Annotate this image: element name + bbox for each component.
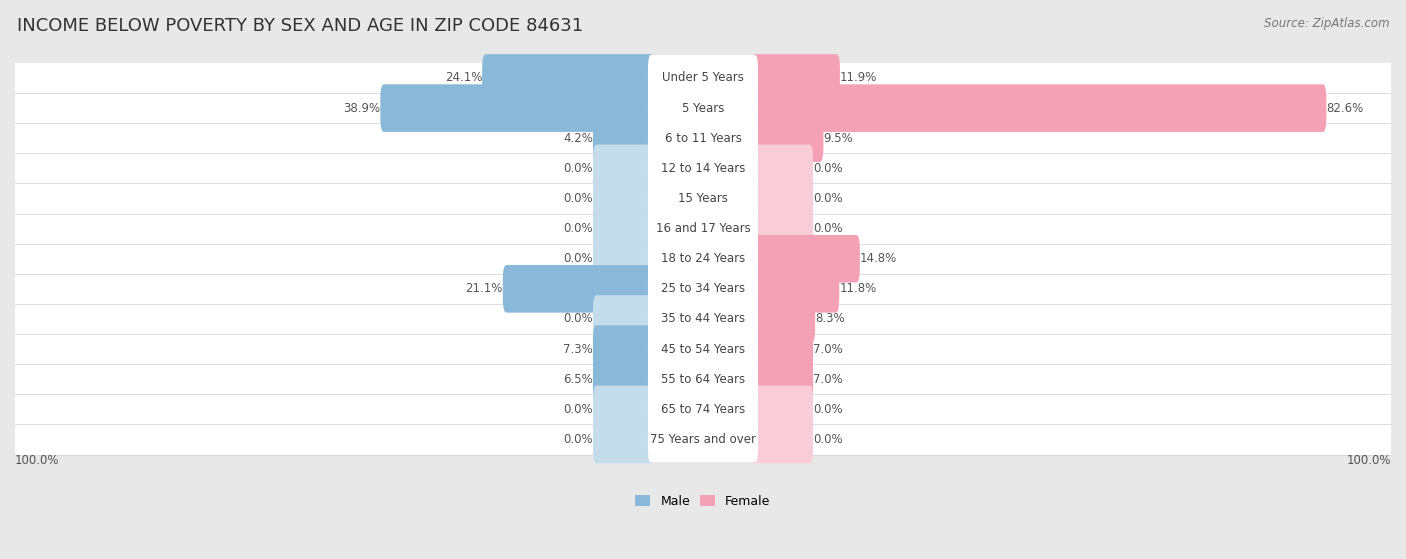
Text: 100.0%: 100.0% <box>15 454 59 467</box>
Text: 8.3%: 8.3% <box>815 312 845 325</box>
FancyBboxPatch shape <box>648 416 758 463</box>
Text: 6.5%: 6.5% <box>564 373 593 386</box>
Text: 0.0%: 0.0% <box>813 192 842 205</box>
Text: 7.0%: 7.0% <box>813 373 842 386</box>
FancyBboxPatch shape <box>1 153 1405 183</box>
FancyBboxPatch shape <box>482 54 655 102</box>
Text: 0.0%: 0.0% <box>564 403 593 416</box>
FancyBboxPatch shape <box>648 84 758 132</box>
FancyBboxPatch shape <box>648 115 758 162</box>
FancyBboxPatch shape <box>593 205 655 253</box>
FancyBboxPatch shape <box>751 174 813 222</box>
FancyBboxPatch shape <box>751 325 813 373</box>
Text: 25 to 34 Years: 25 to 34 Years <box>661 282 745 295</box>
Text: 7.0%: 7.0% <box>813 343 842 356</box>
FancyBboxPatch shape <box>751 115 824 162</box>
FancyBboxPatch shape <box>593 145 655 192</box>
FancyBboxPatch shape <box>1 93 1405 123</box>
FancyBboxPatch shape <box>381 84 655 132</box>
FancyBboxPatch shape <box>648 386 758 433</box>
Text: 15 Years: 15 Years <box>678 192 728 205</box>
FancyBboxPatch shape <box>751 295 815 343</box>
Text: 16 and 17 Years: 16 and 17 Years <box>655 222 751 235</box>
Text: 0.0%: 0.0% <box>564 312 593 325</box>
Text: 0.0%: 0.0% <box>564 252 593 265</box>
FancyBboxPatch shape <box>648 325 758 373</box>
Text: 6 to 11 Years: 6 to 11 Years <box>665 132 741 145</box>
Text: 11.9%: 11.9% <box>839 72 877 84</box>
FancyBboxPatch shape <box>503 265 655 312</box>
FancyBboxPatch shape <box>1 214 1405 244</box>
FancyBboxPatch shape <box>648 235 758 282</box>
Text: 38.9%: 38.9% <box>343 102 381 115</box>
Text: 35 to 44 Years: 35 to 44 Years <box>661 312 745 325</box>
FancyBboxPatch shape <box>751 205 813 253</box>
Text: 0.0%: 0.0% <box>813 403 842 416</box>
FancyBboxPatch shape <box>593 235 655 282</box>
FancyBboxPatch shape <box>593 115 655 162</box>
FancyBboxPatch shape <box>1 183 1405 214</box>
FancyBboxPatch shape <box>648 205 758 253</box>
FancyBboxPatch shape <box>1 424 1405 454</box>
Legend: Male, Female: Male, Female <box>630 490 776 513</box>
Text: 0.0%: 0.0% <box>813 222 842 235</box>
FancyBboxPatch shape <box>751 54 839 102</box>
FancyBboxPatch shape <box>751 356 813 403</box>
Text: Source: ZipAtlas.com: Source: ZipAtlas.com <box>1264 17 1389 30</box>
FancyBboxPatch shape <box>1 123 1405 153</box>
FancyBboxPatch shape <box>593 174 655 222</box>
FancyBboxPatch shape <box>751 235 860 282</box>
FancyBboxPatch shape <box>648 174 758 222</box>
FancyBboxPatch shape <box>1 274 1405 304</box>
FancyBboxPatch shape <box>1 364 1405 394</box>
Text: 0.0%: 0.0% <box>564 162 593 175</box>
Text: 9.5%: 9.5% <box>824 132 853 145</box>
Text: INCOME BELOW POVERTY BY SEX AND AGE IN ZIP CODE 84631: INCOME BELOW POVERTY BY SEX AND AGE IN Z… <box>17 17 583 35</box>
Text: 12 to 14 Years: 12 to 14 Years <box>661 162 745 175</box>
FancyBboxPatch shape <box>751 145 813 192</box>
FancyBboxPatch shape <box>1 334 1405 364</box>
Text: 5 Years: 5 Years <box>682 102 724 115</box>
Text: 100.0%: 100.0% <box>1347 454 1391 467</box>
Text: 0.0%: 0.0% <box>564 222 593 235</box>
Text: 11.8%: 11.8% <box>839 282 876 295</box>
FancyBboxPatch shape <box>648 54 758 102</box>
Text: 0.0%: 0.0% <box>564 433 593 446</box>
Text: 4.2%: 4.2% <box>562 132 593 145</box>
Text: 14.8%: 14.8% <box>860 252 897 265</box>
Text: 75 Years and over: 75 Years and over <box>650 433 756 446</box>
Text: 18 to 24 Years: 18 to 24 Years <box>661 252 745 265</box>
FancyBboxPatch shape <box>593 386 655 433</box>
Text: 24.1%: 24.1% <box>444 72 482 84</box>
FancyBboxPatch shape <box>648 265 758 312</box>
FancyBboxPatch shape <box>751 265 839 312</box>
Text: 0.0%: 0.0% <box>564 192 593 205</box>
FancyBboxPatch shape <box>751 416 813 463</box>
Text: 7.3%: 7.3% <box>564 343 593 356</box>
FancyBboxPatch shape <box>751 386 813 433</box>
FancyBboxPatch shape <box>751 84 1326 132</box>
FancyBboxPatch shape <box>648 356 758 403</box>
Text: 55 to 64 Years: 55 to 64 Years <box>661 373 745 386</box>
Text: 65 to 74 Years: 65 to 74 Years <box>661 403 745 416</box>
Text: 21.1%: 21.1% <box>465 282 503 295</box>
Text: 82.6%: 82.6% <box>1326 102 1364 115</box>
FancyBboxPatch shape <box>648 295 758 343</box>
FancyBboxPatch shape <box>1 394 1405 424</box>
FancyBboxPatch shape <box>1 304 1405 334</box>
Text: 0.0%: 0.0% <box>813 433 842 446</box>
FancyBboxPatch shape <box>593 416 655 463</box>
Text: 45 to 54 Years: 45 to 54 Years <box>661 343 745 356</box>
FancyBboxPatch shape <box>1 244 1405 274</box>
FancyBboxPatch shape <box>593 325 655 373</box>
FancyBboxPatch shape <box>593 356 655 403</box>
Text: Under 5 Years: Under 5 Years <box>662 72 744 84</box>
FancyBboxPatch shape <box>648 145 758 192</box>
FancyBboxPatch shape <box>1 63 1405 93</box>
Text: 0.0%: 0.0% <box>813 162 842 175</box>
FancyBboxPatch shape <box>593 295 655 343</box>
